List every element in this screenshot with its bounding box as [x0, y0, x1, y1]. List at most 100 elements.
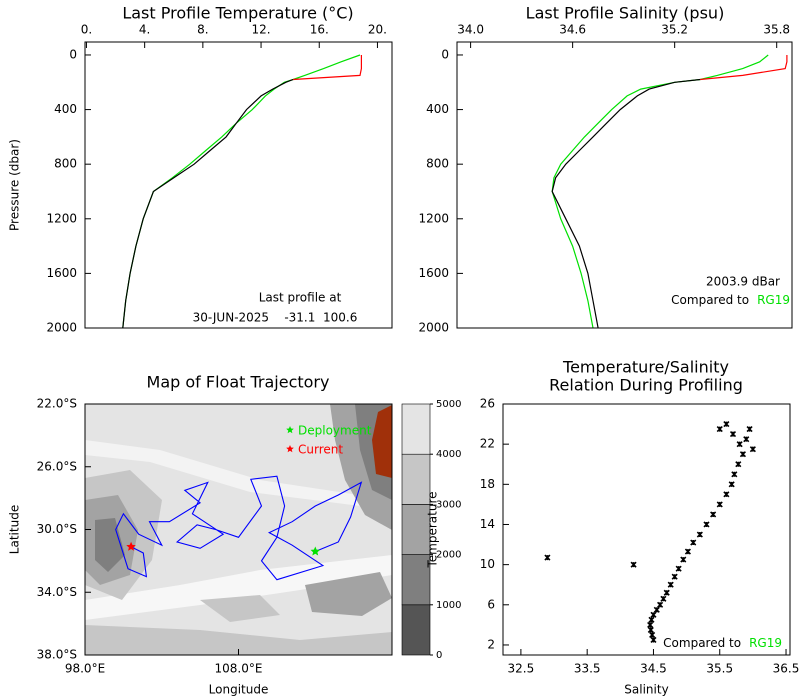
scatter-point [723, 491, 730, 498]
y-tick-label: 30.0°S [37, 522, 77, 536]
y-tick-label: 400 [54, 102, 77, 116]
scatter-point [647, 626, 654, 633]
profile-line [551, 54, 769, 329]
y-tick-label: 18 [480, 477, 495, 491]
scatter-point [723, 421, 730, 428]
colorbar-tick-label: 0 [436, 650, 442, 661]
colorbar-tick-label: 1000 [436, 600, 461, 611]
comparison-note: Compared to RG19 [663, 636, 782, 650]
x-tick-label: 4. [139, 23, 150, 37]
scatter-point [739, 451, 747, 458]
legend-label: Current [298, 443, 343, 457]
scatter-point [746, 426, 753, 433]
y-tick-label: 34.0°S [37, 585, 77, 599]
trajectory [115, 475, 363, 581]
y-tick-label: 800 [426, 157, 449, 171]
colorbar-tick-label: 4000 [436, 449, 461, 460]
colorbar-band [401, 403, 431, 455]
y-tick-label: 2000 [46, 321, 77, 335]
comparison-reference: RG19 [749, 636, 782, 650]
trajectory-layer [115, 475, 363, 581]
scatter-point [663, 589, 670, 596]
colorbar-band [401, 504, 431, 555]
legend-marker [286, 426, 294, 434]
scatter-point [743, 436, 750, 443]
x-tick-label: 34.5 [640, 662, 667, 676]
y-tick-label: 1600 [46, 266, 77, 280]
colorbar-band [401, 453, 431, 505]
scatter-point [690, 539, 697, 546]
scatter-point [671, 573, 678, 580]
y-tick-label: 10 [480, 557, 495, 571]
colorbar-tick-label: 3000 [436, 499, 461, 510]
plot-frame [456, 41, 793, 329]
bathymetry [85, 404, 392, 655]
y-tick-label: 2000 [418, 321, 449, 335]
scatter-point [749, 446, 756, 453]
x-axis-label: Salinity [624, 683, 668, 697]
y-tick-label: 14 [480, 517, 495, 531]
chart-title: Last Profile Temperature (°C) [122, 4, 353, 23]
y-axis-label: Temperature [426, 491, 440, 568]
scatter-point [729, 431, 737, 438]
y-tick-label: 800 [54, 157, 77, 171]
profile-line [551, 78, 701, 329]
annotation: 2003.9 dBar [706, 275, 780, 289]
x-tick-label: 108.0°E [215, 662, 263, 676]
x-tick-label: 34.6 [559, 23, 586, 37]
scatter-point [544, 554, 551, 561]
x-tick-label: 0. [81, 23, 92, 37]
y-axis-label: Pressure (dbar) [8, 139, 22, 231]
scatter-point [736, 441, 743, 448]
position-marker [310, 546, 320, 556]
y-axis-label: Latitude [8, 505, 22, 554]
legend-label: Deployment [298, 424, 372, 438]
scatter-point [647, 621, 654, 628]
x-tick-label: 8. [197, 23, 208, 37]
y-tick-label: 0 [69, 47, 77, 61]
plot-frame [502, 403, 791, 656]
colorbar-band [401, 554, 431, 606]
legend-marker [286, 445, 294, 453]
scatter-point [731, 471, 738, 478]
scatter-point [728, 481, 735, 488]
y-tick-label: 26 [480, 397, 495, 411]
scatter-point [653, 606, 660, 613]
scatter-point [703, 521, 710, 528]
scatter-point [630, 561, 637, 568]
x-tick-label: 20. [368, 23, 387, 37]
x-tick-label: 35.5 [706, 662, 733, 676]
scatter-point [657, 601, 664, 608]
y-tick-label: 1200 [46, 211, 77, 225]
x-tick-label: 33.5 [574, 662, 601, 676]
chart-title: Temperature/Salinity [562, 358, 729, 377]
position-marker [126, 541, 136, 551]
x-tick-label: 36.5 [773, 662, 800, 676]
y-tick-label: 1600 [418, 266, 449, 280]
plot-frame [84, 41, 393, 329]
scatter-point [675, 565, 682, 572]
plot-frame [84, 403, 393, 656]
y-tick-label: 22 [480, 437, 495, 451]
comparison-text: Compared to [671, 293, 749, 307]
comparison-reference: RG19 [757, 293, 790, 307]
chart-subtitle: Relation During Profiling [549, 376, 743, 395]
profile-line [293, 55, 362, 81]
profile-line [122, 54, 361, 329]
scatter-point [680, 556, 687, 563]
chart-title: Map of Float Trajectory [147, 373, 330, 392]
x-tick-label: 32.5 [508, 662, 535, 676]
scatter-point [684, 548, 691, 555]
scatter-point [710, 511, 717, 518]
scatter-point [716, 426, 723, 433]
y-tick-label: 6 [487, 597, 495, 611]
scatter-point [735, 461, 742, 468]
x-tick-label: 16. [310, 23, 329, 37]
x-tick-label: 98.0°E [65, 662, 105, 676]
scatter-point [648, 616, 655, 623]
colorbar-tick-label: 2000 [436, 550, 461, 561]
scatter-point [660, 595, 667, 602]
comparison-text: Compared to [663, 636, 741, 650]
colorbar-band [401, 604, 431, 656]
